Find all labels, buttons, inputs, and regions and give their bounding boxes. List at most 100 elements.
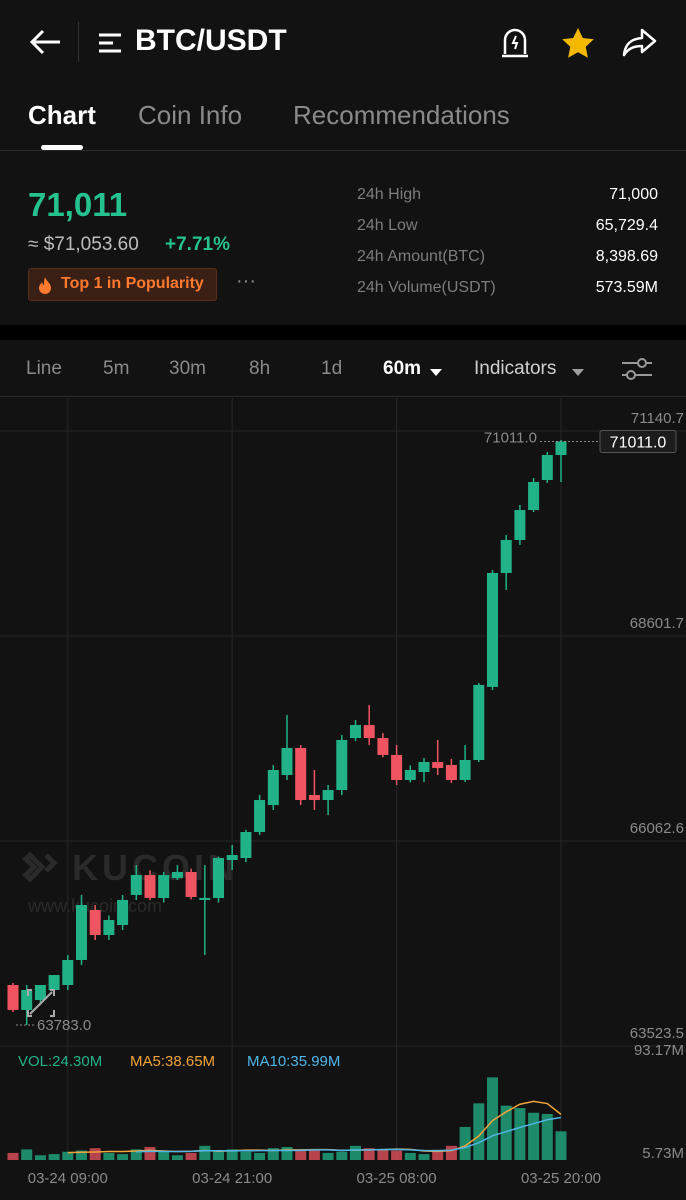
watermark-logo	[22, 851, 58, 883]
volume-bar	[391, 1150, 403, 1160]
stat-label: 24h Low	[357, 217, 418, 234]
low-marker-label: 63783.0	[37, 1017, 91, 1034]
candle-body	[391, 754, 403, 781]
candle-body	[267, 769, 279, 806]
candle-body	[240, 832, 252, 859]
last-price-box	[599, 429, 677, 453]
volume-bar	[500, 1105, 512, 1160]
back-button[interactable]	[28, 28, 62, 56]
candle-body	[473, 684, 485, 760]
x-tick-label: 03-24 21:00	[192, 1170, 272, 1187]
stat-label: 24h High	[357, 186, 422, 203]
badge[interactable]: Top 1 in Popularity	[28, 268, 217, 301]
candle-body	[295, 747, 307, 801]
volume-bar	[185, 1152, 197, 1160]
volume-bar	[432, 1149, 444, 1160]
dropdown-arrow	[572, 364, 584, 382]
volume-bar	[459, 1126, 471, 1160]
y-tick-label: 63523.5	[630, 1025, 684, 1042]
more[interactable]: ···	[236, 270, 256, 292]
stat-value: 71,000	[609, 186, 658, 203]
change: +7.71%	[165, 234, 230, 255]
stat-label: 24h Amount(BTC)	[357, 248, 486, 265]
menu-icon[interactable]	[97, 32, 123, 54]
candle-body	[308, 795, 320, 801]
candle-body	[62, 959, 74, 986]
volume-bar	[240, 1151, 252, 1160]
candle-body	[199, 897, 211, 900]
volume-bar	[130, 1149, 142, 1160]
timeframe[interactable]: Indicators	[474, 358, 557, 379]
y-tick-label: 66062.6	[630, 820, 684, 837]
stat-label: 24h Volume(USDT)	[357, 279, 496, 296]
volume-bar	[199, 1145, 211, 1160]
candle-body	[89, 909, 101, 936]
volume-bar	[514, 1108, 526, 1160]
volume-bar	[158, 1151, 170, 1160]
volume-bar	[76, 1150, 87, 1160]
volume-bar	[418, 1154, 430, 1160]
volume-bar	[541, 1113, 553, 1160]
volume-bar	[350, 1145, 361, 1160]
candle-body	[363, 725, 375, 739]
candle-body	[76, 904, 87, 960]
alert-icon[interactable]	[500, 26, 530, 60]
candle-body	[487, 572, 498, 687]
candle-body	[254, 800, 266, 833]
x-tick-label: 03-25 20:00	[521, 1170, 601, 1187]
candle-body	[350, 725, 361, 739]
volume-bar	[295, 1149, 307, 1160]
volume-bar	[62, 1151, 74, 1160]
expand-icon	[27, 989, 55, 1017]
candle-body	[528, 482, 540, 511]
stat-value: 8,398.69	[595, 248, 658, 265]
timeframe[interactable]: 1d	[321, 358, 343, 379]
volume-legend: MA10:35.99M	[247, 1053, 340, 1070]
volume-bar	[103, 1152, 115, 1160]
candle-body	[555, 441, 567, 456]
candle-body	[130, 875, 142, 895]
candle-body	[459, 759, 471, 781]
volume-bar	[377, 1149, 389, 1160]
timeframe[interactable]: 5m	[103, 358, 130, 379]
pair-title[interactable]: BTC/USDT	[135, 24, 287, 57]
candle-body	[322, 790, 334, 801]
candle-body	[7, 985, 19, 1010]
volume-bar	[254, 1152, 266, 1160]
volume-bar	[308, 1150, 320, 1160]
timeframe[interactable]: 8h	[249, 358, 271, 379]
volume-bar	[144, 1147, 156, 1160]
favorite-icon[interactable]	[560, 26, 596, 60]
tab-active[interactable]: Chart	[28, 100, 96, 130]
candle-body	[500, 539, 512, 573]
volume-bar	[117, 1154, 129, 1160]
candle-body	[34, 985, 46, 1001]
volume-tick-label: 93.17M	[634, 1042, 684, 1059]
share-icon[interactable]	[622, 26, 658, 58]
timeframe[interactable]: Line	[26, 358, 62, 379]
volume-bar	[34, 1155, 46, 1160]
tab-indicator	[41, 145, 83, 150]
tab[interactable]: Recommendations	[293, 100, 510, 130]
volume-bar	[404, 1152, 416, 1160]
candle-body	[377, 738, 389, 755]
candle-body	[226, 855, 238, 861]
settings-icon[interactable]	[620, 355, 654, 383]
volume-bar	[7, 1152, 19, 1160]
x-tick-label: 03-24 09:00	[28, 1170, 108, 1187]
volume-legend: MA5:38.65M	[130, 1053, 215, 1070]
candle-body	[514, 510, 526, 540]
fiat-price: ≈ $71,053.60	[28, 234, 139, 255]
volume-bar	[363, 1148, 375, 1160]
volume-tick-label: 5.73M	[642, 1145, 684, 1162]
tab[interactable]: Coin Info	[138, 100, 243, 130]
stat-value: 573.59M	[595, 279, 658, 296]
ma-line	[136, 1116, 562, 1153]
volume-bar	[528, 1112, 540, 1160]
volume-bar	[226, 1149, 238, 1160]
candle-body	[158, 875, 170, 898]
volume-bar	[555, 1131, 567, 1160]
timeframe[interactable]: 30m	[169, 358, 206, 379]
timeframe[interactable]: 60m	[383, 358, 422, 379]
